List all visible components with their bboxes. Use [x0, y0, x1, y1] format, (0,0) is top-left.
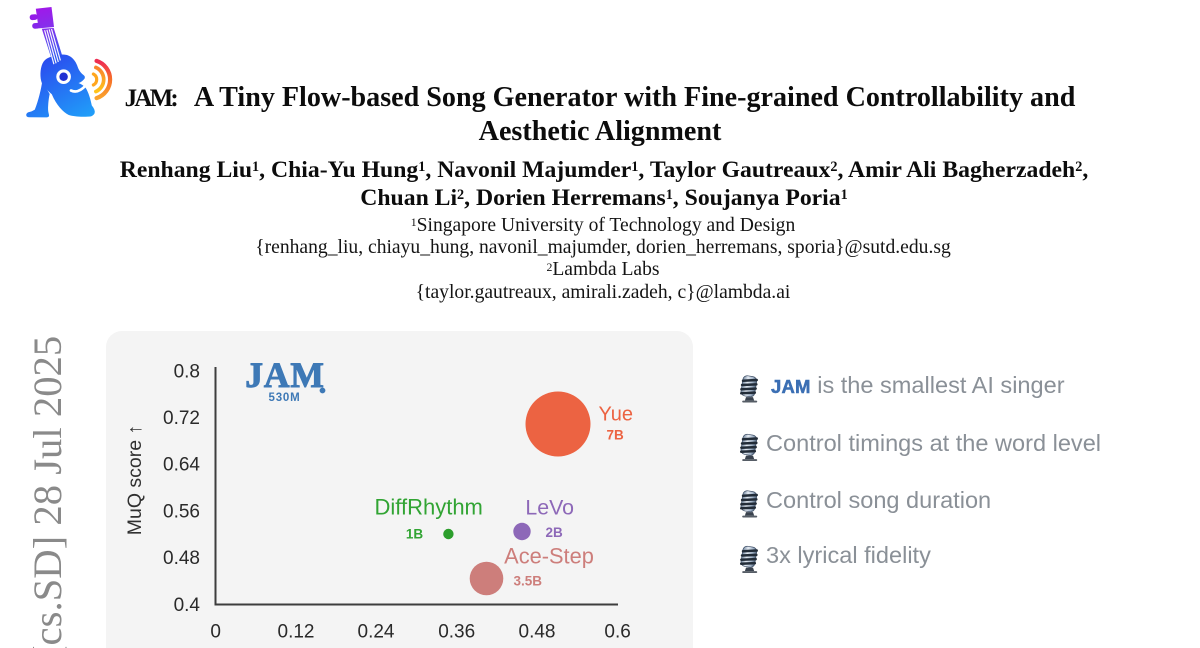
svg-text:0.36: 0.36	[438, 621, 475, 642]
svg-text:Yue: Yue	[599, 404, 633, 426]
svg-text:JAM: JAM	[245, 355, 325, 395]
svg-text:1B: 1B	[406, 527, 424, 542]
svg-text:0: 0	[210, 621, 221, 642]
svg-text:Ace-Step: Ace-Step	[504, 544, 594, 569]
svg-text:DiffRhythm: DiffRhythm	[374, 495, 482, 520]
svg-text:3.5B: 3.5B	[514, 574, 543, 589]
svg-text:530M: 530M	[269, 392, 301, 404]
svg-text:0.48: 0.48	[519, 621, 556, 642]
svg-text:0.8: 0.8	[174, 361, 200, 382]
svg-text:LeVo: LeVo	[525, 496, 574, 520]
svg-text:MuQ score ↑: MuQ score ↑	[124, 425, 146, 536]
svg-text:0.48: 0.48	[163, 548, 200, 569]
svg-text:0.72: 0.72	[163, 408, 200, 429]
svg-text:0.56: 0.56	[163, 501, 200, 522]
svg-text:0.6: 0.6	[604, 621, 630, 642]
svg-text:0.64: 0.64	[163, 455, 200, 476]
svg-text:0.12: 0.12	[278, 621, 315, 642]
svg-text:0.4: 0.4	[174, 595, 201, 616]
svg-text:7B: 7B	[607, 428, 625, 443]
svg-text:2B: 2B	[546, 525, 564, 540]
svg-text:0.24: 0.24	[358, 621, 395, 642]
